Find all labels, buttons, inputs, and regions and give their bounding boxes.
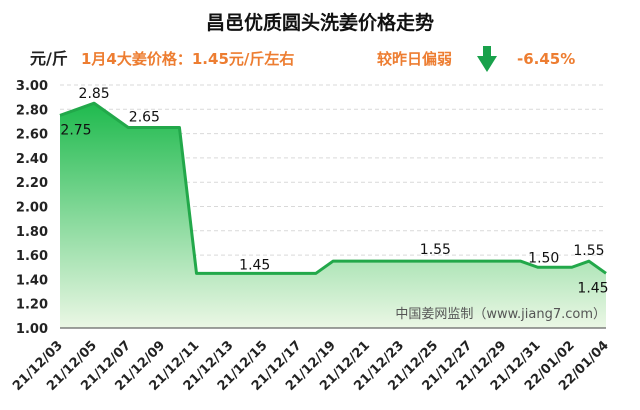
y-tick-label: 3.00 — [16, 79, 48, 94]
data-label: 1.45 — [577, 280, 608, 296]
y-tick-label: 1.20 — [16, 298, 48, 313]
change-label: 较昨日偏弱 — [377, 50, 452, 68]
data-label: 1.55 — [573, 243, 604, 259]
x-axis-labels: 21/12/0321/12/0521/12/0721/12/0921/12/11… — [10, 338, 612, 394]
y-tick-label: 2.40 — [16, 152, 48, 167]
data-labels-layer: 2.75 2.85 2.65 1.45 1.55 1.50 1.55 1.45 — [60, 86, 608, 296]
change-value: -6.45% — [517, 50, 575, 68]
y-tick-label: 1.40 — [16, 273, 48, 288]
y-tick-label: 1.00 — [16, 322, 48, 337]
y-axis-labels: 1.00 1.20 1.40 1.60 1.80 2.00 2.20 2.40 2.60 2.80… — [16, 79, 48, 337]
data-label: 1.50 — [528, 250, 559, 266]
y-tick-label: 2.80 — [16, 103, 48, 118]
data-label: 2.85 — [79, 86, 110, 102]
y-tick-label: 2.20 — [16, 176, 48, 191]
y-tick-label: 2.00 — [16, 201, 48, 216]
data-label: 2.65 — [129, 110, 160, 126]
down-arrow-icon — [477, 46, 497, 72]
price-line — [59, 101, 607, 275]
data-label: 2.75 — [60, 122, 91, 138]
today-price-note: 1月4大姜价格：1.45元/斤左右 — [81, 50, 294, 68]
watermark-text: 中国姜网监制（www.jiang7.com） — [395, 307, 606, 322]
y-tick-label: 1.60 — [16, 249, 48, 264]
data-label: 1.45 — [239, 257, 270, 273]
unit-label: 元/斤 — [30, 49, 68, 68]
y-tick-label: 2.60 — [16, 128, 48, 143]
y-tick-label: 1.80 — [16, 225, 48, 240]
price-area-fill — [60, 103, 606, 328]
chart-title: 昌邑优质圆头洗姜价格走势 — [206, 11, 434, 34]
data-label: 1.55 — [420, 242, 451, 258]
